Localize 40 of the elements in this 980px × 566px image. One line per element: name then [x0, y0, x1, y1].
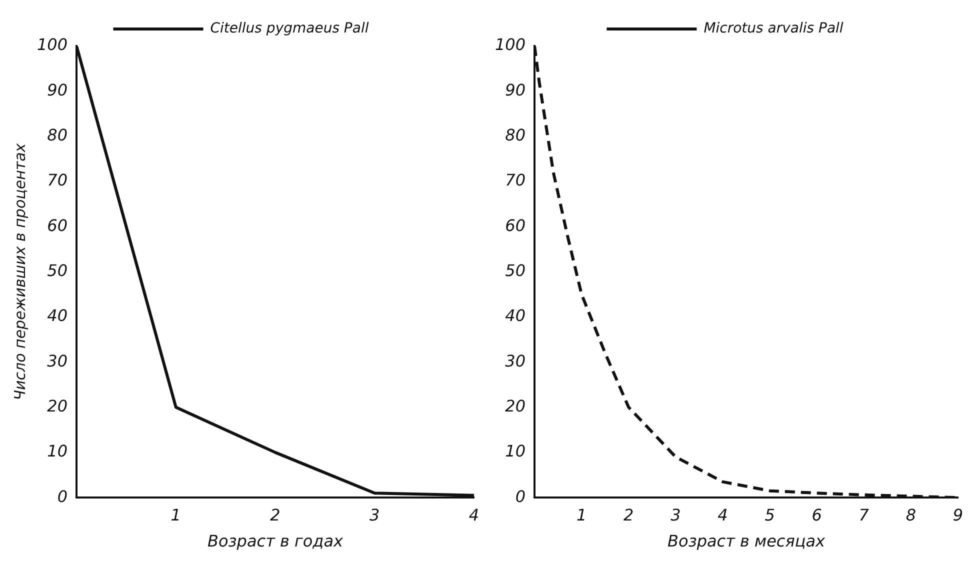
y-tick-label: 30	[47, 351, 68, 370]
y-axis-title: Число переживших в процентах	[10, 143, 29, 400]
y-tick-label: 70	[505, 170, 526, 190]
y-tick-label: 0	[515, 486, 526, 506]
y-tick-label: 40	[505, 306, 526, 326]
y-tick-label: 10	[505, 442, 526, 461]
y-tick-label: 30	[505, 351, 526, 370]
x-tick-label: 8	[906, 505, 916, 524]
x-tick-label: 1	[170, 505, 181, 524]
y-tick-label: 100	[36, 35, 68, 54]
x-tick-label: 2	[624, 505, 634, 524]
y-tick-label: 60	[47, 216, 68, 235]
y-tick-label: 20	[47, 396, 68, 416]
x-tick-label: 4	[468, 505, 480, 524]
x-tick-label: 4	[718, 505, 728, 524]
x-tick-label: 3	[370, 505, 380, 524]
x-tick-label: 7	[858, 505, 870, 524]
y-tick-label: 50	[47, 260, 68, 280]
y-tick-label: 90	[505, 80, 526, 100]
text: Citellus pygmaeus Pall	[210, 20, 369, 37]
y-tick-label: 50	[505, 260, 526, 280]
x-tick-label: 2	[270, 505, 280, 524]
x-tick-label: 9	[952, 505, 964, 524]
x-tick-label: 3	[670, 505, 681, 524]
y-tick-label: 80	[505, 125, 526, 144]
x-tick-label: 1	[576, 505, 587, 524]
y-tick-label: 40	[47, 306, 68, 326]
x-axis-title: Возраст в годах	[208, 532, 344, 551]
y-tick-label: 70	[47, 170, 68, 190]
y-tick-label: 60	[505, 216, 526, 235]
x-tick-label: 5	[764, 505, 775, 524]
y-tick-label: 20	[505, 396, 526, 416]
x-tick-label: 6	[812, 505, 822, 524]
x-axis-title: Возраст в месяцах	[668, 532, 826, 551]
y-tick-label: 90	[47, 80, 68, 100]
y-tick-label: 10	[47, 442, 68, 461]
text: Microtus arvalis Pall	[704, 20, 844, 37]
y-tick-label: 100	[494, 35, 526, 54]
y-tick-label: 80	[47, 125, 68, 144]
y-tick-label: 0	[57, 486, 68, 506]
